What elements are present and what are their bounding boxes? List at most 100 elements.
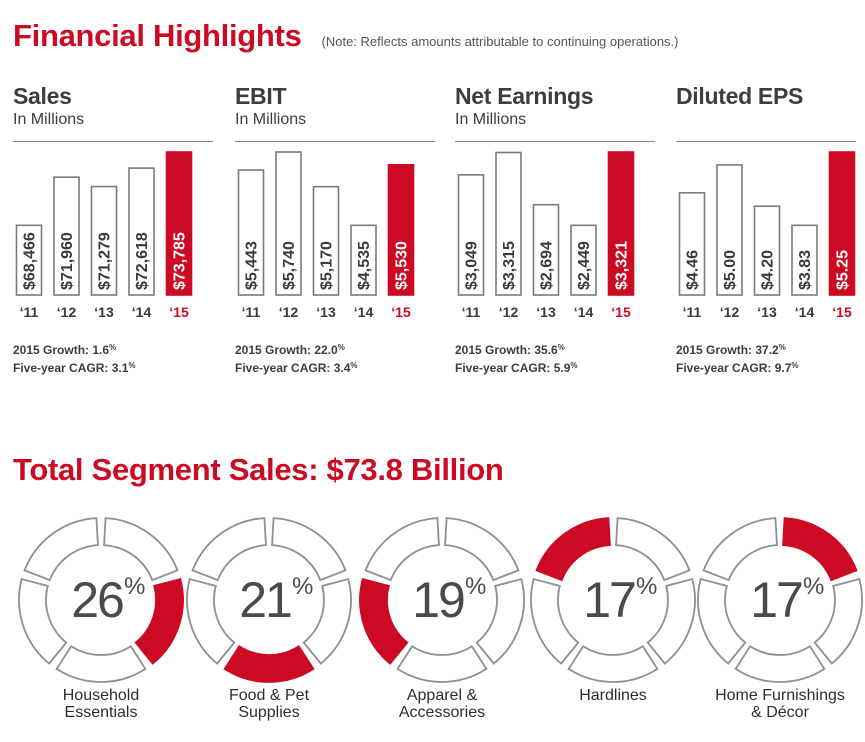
donut-segment [302,577,352,665]
donut-segment [734,644,826,683]
bar-value-label: $5.25 [835,250,852,290]
bar [570,224,597,296]
segment-label-line: Hardlines [579,687,647,704]
bar-value-label: $3.83 [797,250,814,290]
donut-segment [103,517,179,582]
segment-label: Home Furnishings & Décor [695,687,865,721]
header: Financial Highlights (Note: Reflects amo… [13,18,679,54]
bar [275,151,302,296]
x-tick-label: ‘14 [795,304,815,320]
donut-segment [813,577,863,665]
donut-segment [396,644,488,683]
panel-title: Diluted EPS [676,83,804,109]
segment-label-line: Food & Pet [228,687,310,704]
donut-segment [18,577,68,665]
x-tick-label: ‘11 [242,304,261,320]
panel-ebit: EBIT In Millions $5,443 ‘11 $5,740 ‘12 $5,17… [235,82,435,375]
panel-title: Net Earnings [455,83,594,109]
segment-label-line: & Décor [751,704,809,721]
bar-value-label: $71,279 [97,232,114,290]
bar [312,185,340,296]
percent-sign: % [778,343,786,352]
x-tick-label: ‘15 [832,304,852,320]
panel-rule [676,141,856,142]
bar-value-label: $73,785 [172,232,189,290]
panel-sales: Sales In Millions $68,466 ‘11 $71,960 ‘12 $7… [13,82,213,375]
x-tick-label: ‘12 [279,304,299,320]
percent-sign: % [109,343,117,352]
bar [165,151,193,296]
donut-segment [191,517,267,582]
panel-rule [455,141,655,142]
donut-segment [23,517,99,582]
donut-chart: 17% [697,517,863,683]
x-tick-label: ‘11 [683,304,702,320]
donut-home-furnishings: 17% Home Furnishings & Décor [695,515,865,721]
x-tick-label: ‘15 [169,304,189,320]
donut-percent-value: 26 [71,572,123,628]
bar [828,151,856,296]
percent-sign: % [128,361,136,370]
bar [607,151,635,296]
panel-title: Sales [13,83,72,109]
segment-label: Hardlines [528,687,698,704]
bar-value-label: $5.00 [722,250,739,290]
donut-segment [475,577,525,665]
bar [495,151,522,296]
bar-chart-diluted-eps: $4.46 ‘11 $5.00 ‘12 $4.20 ‘13 $3.83 ‘14 $5.25 ‘15 [678,151,856,320]
bar [350,224,377,296]
segment-label-line: Home Furnishings [715,687,845,704]
panel-rule [13,141,213,142]
x-tick-label: ‘12 [720,304,740,320]
bar-value-label: $5,443 [244,241,261,290]
donut-household-essentials: 26% Household Essentials [16,515,186,721]
donut-segment [702,517,778,582]
bar [387,163,415,296]
donut-segment [55,644,147,683]
donut-segment-highlight [782,517,858,582]
bar-value-label: $72,618 [134,232,151,290]
bar-value-label: $2,449 [576,241,593,290]
growth-label: 2015 Growth: 1.6 [13,343,110,357]
cagr-label: Five-year CAGR: 5.9 [455,361,571,375]
panel-subtitle: In Millions [235,111,307,128]
donut-segment [530,577,580,665]
segment-label: Household Essentials [16,687,186,721]
percent-sign: % [350,361,358,370]
panel-subtitle: In Millions [455,111,527,128]
growth-text: 2015 Growth: 1.6% Five-year CAGR: 3.1% [13,340,136,376]
bar [237,169,265,296]
bar-value-label: $71,960 [59,232,76,290]
page-title: Financial Highlights [13,18,302,53]
bar-value-label: $4,535 [356,241,373,290]
bar-chart-net-earnings: $3,049 ‘11 $3,315 ‘12 $2,694 ‘13 $2,449 ‘14 $3,3… [457,151,635,320]
donut-segment-highlight [359,577,409,665]
percent-sign: % [465,573,486,600]
x-tick-label: ‘12 [499,304,519,320]
donut-food-pet: 21% Food & Pet Supplies [184,515,354,721]
donut-segment [646,577,696,665]
donut-percent-value: 19 [412,572,464,628]
bar [53,176,80,296]
percent-sign: % [570,361,578,370]
growth-text: 2015 Growth: 35.6% Five-year CAGR: 5.9% [455,340,578,376]
segment-label: Food & Pet Supplies [184,687,354,721]
cagr-label: Five-year CAGR: 3.1 [13,361,129,375]
bar-value-label: $4.46 [685,250,702,290]
donut-segment [567,644,659,683]
bar-value-label: $5,170 [319,241,336,290]
bar [753,205,781,296]
cagr-label: Five-year CAGR: 3.4 [235,361,351,375]
donut-segment [271,517,347,582]
donut-percent-value: 21 [239,572,291,628]
donut-segment-highlight [223,644,315,683]
panel-subtitle [676,110,865,130]
x-tick-label: ‘11 [20,304,39,320]
donut-percent-value: 17 [750,572,802,628]
donut-chart: 17% [530,517,696,683]
bar [457,174,485,296]
segment-label-line: Supplies [238,704,300,721]
donut-segment-highlight [134,577,184,665]
bar-value-label: $5,740 [281,241,298,290]
bar-value-label: $3,049 [464,241,481,290]
